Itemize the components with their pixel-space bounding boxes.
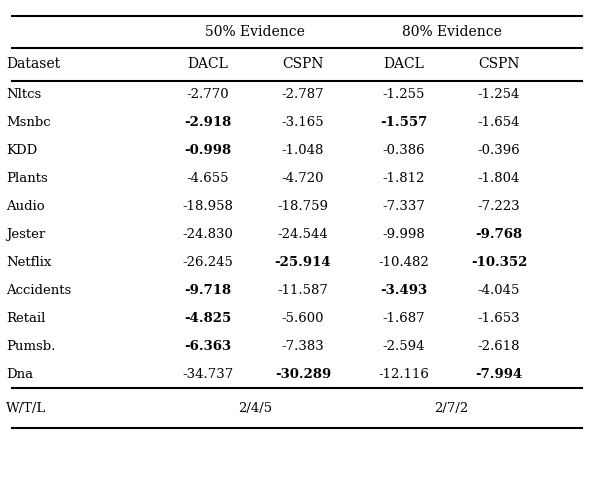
Text: 50% Evidence: 50% Evidence [206,25,305,39]
Text: -2.918: -2.918 [184,116,232,129]
Text: -11.587: -11.587 [277,284,328,297]
Text: -1.254: -1.254 [478,88,520,101]
Text: -6.363: -6.363 [184,340,232,353]
Text: -4.655: -4.655 [187,172,229,185]
Text: -0.386: -0.386 [383,144,425,157]
Text: 2/7/2: 2/7/2 [434,403,469,415]
Text: DACL: DACL [188,58,228,71]
Text: Netflix: Netflix [6,256,51,269]
Text: W/T/L: W/T/L [6,403,46,415]
Text: KDD: KDD [6,144,37,157]
Text: -9.998: -9.998 [383,228,425,241]
Text: -25.914: -25.914 [274,256,331,269]
Text: 80% Evidence: 80% Evidence [402,25,501,39]
Text: -34.737: -34.737 [182,368,233,381]
Text: -30.289: -30.289 [275,368,331,381]
Text: -2.787: -2.787 [282,88,324,101]
Text: -9.718: -9.718 [184,284,232,297]
Text: -1.255: -1.255 [383,88,425,101]
Text: Pumsb.: Pumsb. [6,340,55,353]
Text: -18.958: -18.958 [182,200,233,213]
Text: -1.804: -1.804 [478,172,520,185]
Text: CSPN: CSPN [282,58,324,71]
Text: -3.165: -3.165 [282,116,324,129]
Text: -4.825: -4.825 [184,312,232,325]
Text: -7.994: -7.994 [475,368,523,381]
Text: -1.654: -1.654 [478,116,520,129]
Text: Jester: Jester [6,228,45,241]
Text: -12.116: -12.116 [378,368,429,381]
Text: DACL: DACL [384,58,424,71]
Text: -10.352: -10.352 [471,256,527,269]
Text: Audio: Audio [6,200,45,213]
Text: -1.653: -1.653 [478,312,520,325]
Text: -26.245: -26.245 [182,256,233,269]
Text: -0.396: -0.396 [478,144,520,157]
Text: CSPN: CSPN [478,58,520,71]
Text: -7.383: -7.383 [282,340,324,353]
Text: Dna: Dna [6,368,33,381]
Text: -2.770: -2.770 [187,88,229,101]
Text: Retail: Retail [6,312,45,325]
Text: -1.812: -1.812 [383,172,425,185]
Text: Dataset: Dataset [6,58,60,71]
Text: -7.223: -7.223 [478,200,520,213]
Text: -4.045: -4.045 [478,284,520,297]
Text: -24.544: -24.544 [277,228,328,241]
Text: -9.768: -9.768 [475,228,523,241]
Text: -7.337: -7.337 [383,200,425,213]
Text: 2/4/5: 2/4/5 [238,403,273,415]
Text: Accidents: Accidents [6,284,71,297]
Text: -0.998: -0.998 [184,144,232,157]
Text: Msnbc: Msnbc [6,116,50,129]
Text: -1.557: -1.557 [380,116,428,129]
Text: -24.830: -24.830 [182,228,233,241]
Text: -2.618: -2.618 [478,340,520,353]
Text: -2.594: -2.594 [383,340,425,353]
Text: Nltcs: Nltcs [6,88,41,101]
Text: Plants: Plants [6,172,48,185]
Text: -5.600: -5.600 [282,312,324,325]
Text: -4.720: -4.720 [282,172,324,185]
Text: -10.482: -10.482 [378,256,429,269]
Text: -1.048: -1.048 [282,144,324,157]
Text: -18.759: -18.759 [277,200,328,213]
Text: -1.687: -1.687 [383,312,425,325]
Text: -3.493: -3.493 [380,284,428,297]
